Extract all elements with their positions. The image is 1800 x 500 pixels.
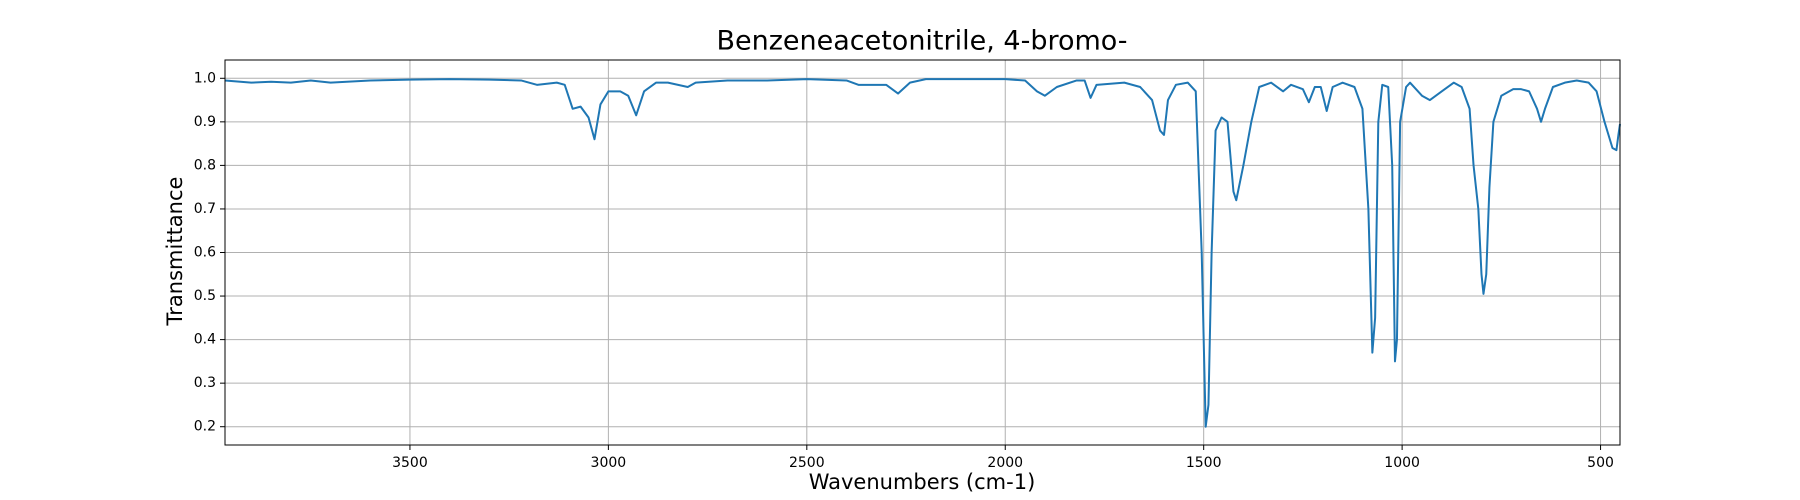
y-axis-label: Transmittance: [163, 177, 187, 327]
x-tick-label: 1500: [1186, 455, 1222, 471]
spectrum-line: [224, 78, 1621, 428]
y-tick-label: 1.0: [194, 70, 216, 86]
y-tick-label: 0.5: [194, 288, 216, 304]
x-tick-label: 3000: [591, 455, 627, 471]
y-tick-label: 0.3: [194, 375, 216, 391]
y-tick-label: 0.2: [194, 419, 216, 435]
x-tick-label: 2000: [987, 455, 1023, 471]
x-axis-label: Wavenumbers (cm-1): [809, 470, 1036, 494]
x-tick-label: 3500: [392, 455, 428, 471]
chart-title: Benzeneacetonitrile, 4-bromo-: [716, 26, 1127, 57]
y-tick-label: 0.6: [194, 245, 216, 261]
x-tick-label: 500: [1587, 455, 1614, 471]
y-tick-label: 0.4: [194, 332, 216, 348]
y-tick-label: 0.8: [194, 157, 216, 173]
y-tick-label: 0.7: [194, 201, 216, 217]
x-tick-label: 1000: [1384, 455, 1420, 471]
y-tick-label: 0.9: [194, 114, 216, 130]
x-tick-label: 2500: [789, 455, 825, 471]
plot-frame: [224, 59, 1621, 446]
